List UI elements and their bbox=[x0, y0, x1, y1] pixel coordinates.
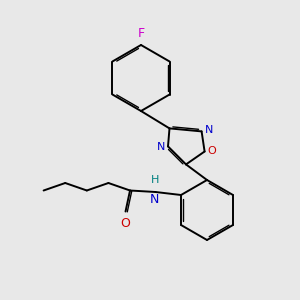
Text: N: N bbox=[205, 125, 213, 135]
Text: N: N bbox=[150, 193, 160, 206]
Text: O: O bbox=[208, 146, 216, 157]
Text: N: N bbox=[157, 142, 165, 152]
Text: O: O bbox=[120, 217, 130, 230]
Text: F: F bbox=[137, 27, 145, 40]
Text: H: H bbox=[151, 176, 159, 185]
